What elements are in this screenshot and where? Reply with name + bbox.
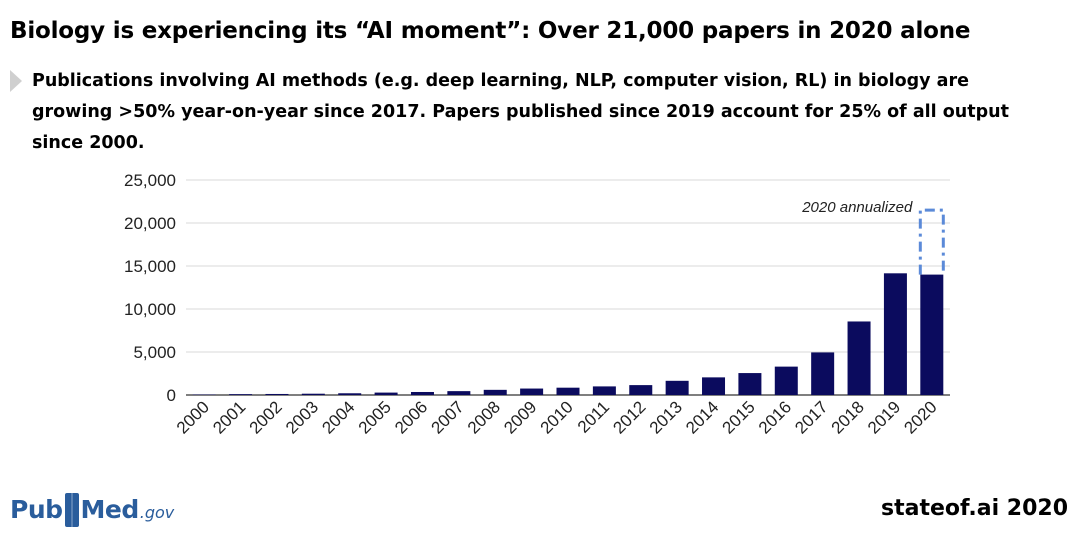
- y-tick-label: 20,000: [124, 214, 176, 233]
- bar-2011: [592, 386, 616, 395]
- bar-2018: [847, 321, 871, 395]
- bar-2020: [920, 274, 944, 395]
- footer-source: stateof.ai 2020: [880, 496, 1068, 521]
- x-tick-label: 2003: [282, 397, 322, 437]
- x-tick-label: 2019: [864, 397, 904, 437]
- y-tick-label: 25,000: [124, 171, 176, 190]
- x-tick-label: 2006: [391, 397, 431, 437]
- bar-2004: [338, 393, 362, 395]
- bar-2013: [665, 380, 689, 395]
- book-icon: [64, 493, 79, 527]
- bar-2009: [520, 388, 544, 395]
- x-tick-label: 2015: [719, 397, 759, 437]
- x-tick-label: 2009: [500, 397, 540, 437]
- bar-chart: 05,00010,00015,00020,00025,0002000200120…: [124, 171, 950, 438]
- y-tick-label: 0: [167, 386, 176, 405]
- logo-text-pub: Pub: [10, 495, 63, 524]
- subtitle: Publications involving AI methods (e.g. …: [32, 71, 1009, 153]
- subtitle-block: Publications involving AI methods (e.g. …: [10, 66, 1010, 159]
- bar-2007: [447, 391, 471, 395]
- x-tick-label: 2004: [318, 397, 358, 437]
- x-tick-label: 2001: [209, 397, 249, 437]
- x-tick-label: 2011: [574, 397, 613, 436]
- bar-2019: [883, 273, 907, 395]
- x-tick-label: 2007: [428, 397, 468, 437]
- page-title: Biology is experiencing its “AI moment”:…: [10, 18, 971, 44]
- x-tick-label: 2010: [537, 397, 577, 437]
- x-tick-label: 2020: [900, 397, 940, 437]
- bar-2002: [265, 393, 289, 395]
- bar-2008: [483, 389, 507, 395]
- bar-2017: [811, 352, 835, 395]
- x-tick-label: 2005: [355, 397, 395, 437]
- x-tick-label: 2013: [646, 397, 686, 437]
- annualized-label: 2020 annualized: [801, 199, 913, 216]
- y-tick-label: 15,000: [124, 257, 176, 276]
- bar-2015: [738, 373, 762, 395]
- y-tick-label: 5,000: [133, 343, 176, 362]
- annualized-outline: [918, 208, 945, 275]
- x-tick-label: 2012: [609, 397, 649, 437]
- x-tick-label: 2000: [173, 397, 213, 437]
- x-tick-label: 2016: [755, 397, 795, 437]
- bar-2001: [229, 394, 253, 395]
- pubmed-logo: Pub Med .gov: [10, 490, 174, 530]
- bar-2012: [629, 385, 653, 395]
- bar-2016: [774, 366, 798, 395]
- logo-text-gov: .gov: [139, 503, 175, 522]
- y-tick-label: 10,000: [124, 300, 176, 319]
- x-tick-label: 2008: [464, 397, 504, 437]
- x-tick-label: 2002: [246, 397, 286, 437]
- x-tick-label: 2017: [791, 397, 831, 437]
- bar-2005: [374, 392, 398, 395]
- x-tick-label: 2018: [828, 397, 868, 437]
- bar-2014: [702, 377, 726, 395]
- logo-text-med: Med: [80, 495, 140, 524]
- x-tick-label: 2014: [682, 397, 722, 437]
- bar-2006: [410, 391, 434, 395]
- bullet-arrow-icon: [10, 70, 22, 92]
- bar-2003: [301, 393, 325, 395]
- bar-2010: [556, 387, 580, 395]
